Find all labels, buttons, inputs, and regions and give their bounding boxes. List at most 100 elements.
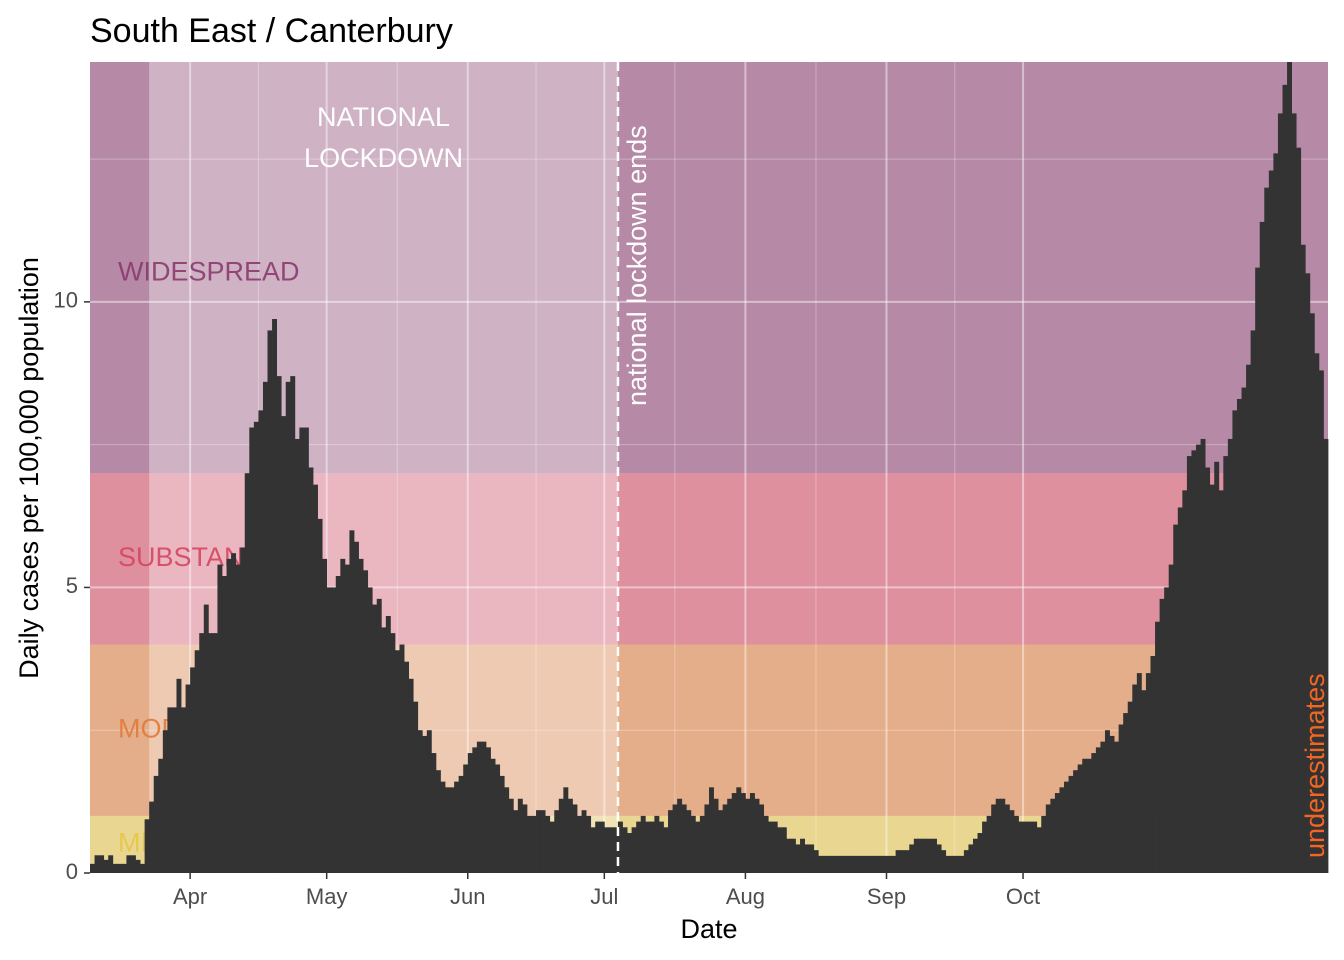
- bar: [932, 838, 937, 873]
- bar: [472, 747, 478, 873]
- bar: [303, 427, 309, 873]
- bar: [1268, 170, 1274, 873]
- bar: [1018, 821, 1024, 873]
- bar: [363, 570, 369, 873]
- bar: [658, 821, 664, 873]
- bar: [781, 827, 787, 873]
- bar: [376, 598, 382, 873]
- bar: [1145, 673, 1151, 873]
- bar: [1205, 467, 1211, 873]
- bar: [358, 558, 364, 873]
- bar: [144, 819, 150, 873]
- bar: [372, 604, 378, 873]
- bar: [977, 833, 983, 873]
- bar: [840, 855, 846, 873]
- bar: [313, 484, 318, 873]
- bar: [508, 798, 514, 873]
- y-axis-title: Daily cases per 100,000 population: [14, 257, 44, 679]
- bar: [272, 319, 278, 873]
- bar: [918, 838, 924, 873]
- bar: [895, 850, 901, 873]
- bar: [727, 798, 733, 873]
- x-tick-label: Sep: [867, 884, 906, 909]
- bar: [731, 793, 737, 873]
- bar: [1118, 724, 1124, 873]
- bar: [504, 787, 510, 873]
- y-tick-label: 10: [54, 288, 78, 313]
- bar: [1223, 456, 1229, 873]
- bar: [485, 747, 491, 873]
- bar: [167, 707, 173, 873]
- bar: [1314, 353, 1320, 873]
- bar: [1323, 438, 1329, 873]
- bar: [499, 775, 505, 873]
- bar: [877, 855, 883, 873]
- bar: [194, 650, 200, 873]
- bar: [99, 855, 105, 873]
- bar: [1127, 701, 1133, 873]
- bar: [795, 844, 801, 873]
- bar: [704, 804, 710, 873]
- bar: [909, 844, 915, 873]
- x-axis-title: Date: [680, 914, 737, 944]
- x-tick-label: Apr: [173, 884, 207, 909]
- bar: [481, 741, 487, 873]
- bar: [235, 564, 241, 873]
- bar: [968, 844, 974, 873]
- bar: [558, 798, 564, 873]
- bar: [1132, 684, 1138, 873]
- bar: [1282, 84, 1288, 873]
- bar: [622, 827, 628, 873]
- bar: [1196, 444, 1201, 873]
- bar: [130, 855, 136, 873]
- bar: [1036, 827, 1042, 873]
- x-tick-label: May: [306, 884, 348, 909]
- bar: [709, 787, 714, 873]
- bar: [686, 810, 692, 873]
- x-tick-label: Oct: [1006, 884, 1040, 909]
- bar: [649, 821, 655, 873]
- bar: [253, 421, 259, 873]
- bar: [1109, 735, 1115, 873]
- bar: [818, 855, 824, 873]
- bar: [604, 827, 610, 873]
- bar: [599, 821, 605, 873]
- bar: [581, 810, 587, 873]
- bar: [549, 821, 555, 873]
- bar: [690, 815, 696, 873]
- bar: [94, 855, 100, 873]
- bar: [1004, 804, 1010, 873]
- bar: [390, 633, 396, 873]
- bar: [672, 804, 678, 873]
- bar: [813, 850, 819, 873]
- bar: [1023, 821, 1029, 873]
- lockdown-label-line: NATIONAL: [317, 102, 450, 132]
- bar: [804, 844, 810, 873]
- bar: [972, 838, 978, 873]
- bar: [572, 804, 578, 873]
- bar: [1032, 821, 1038, 873]
- bar: [927, 838, 933, 873]
- bar: [749, 793, 755, 873]
- bar: [221, 576, 227, 873]
- bar: [526, 815, 532, 873]
- band-widespread: [90, 62, 1328, 474]
- bar: [454, 781, 460, 873]
- bar: [158, 758, 164, 873]
- bar: [1123, 713, 1129, 873]
- bar: [982, 821, 988, 873]
- bar: [226, 558, 232, 873]
- bar: [1100, 741, 1106, 873]
- bar: [153, 775, 159, 873]
- bar: [1150, 655, 1156, 873]
- bar: [586, 815, 592, 873]
- x-tick-label: Aug: [726, 884, 765, 909]
- bar: [863, 855, 869, 873]
- bar: [754, 798, 760, 873]
- bar: [322, 558, 328, 873]
- bar: [431, 753, 437, 873]
- bar: [258, 410, 264, 873]
- bar: [563, 787, 569, 873]
- bar: [1141, 690, 1147, 873]
- bar: [1214, 461, 1220, 873]
